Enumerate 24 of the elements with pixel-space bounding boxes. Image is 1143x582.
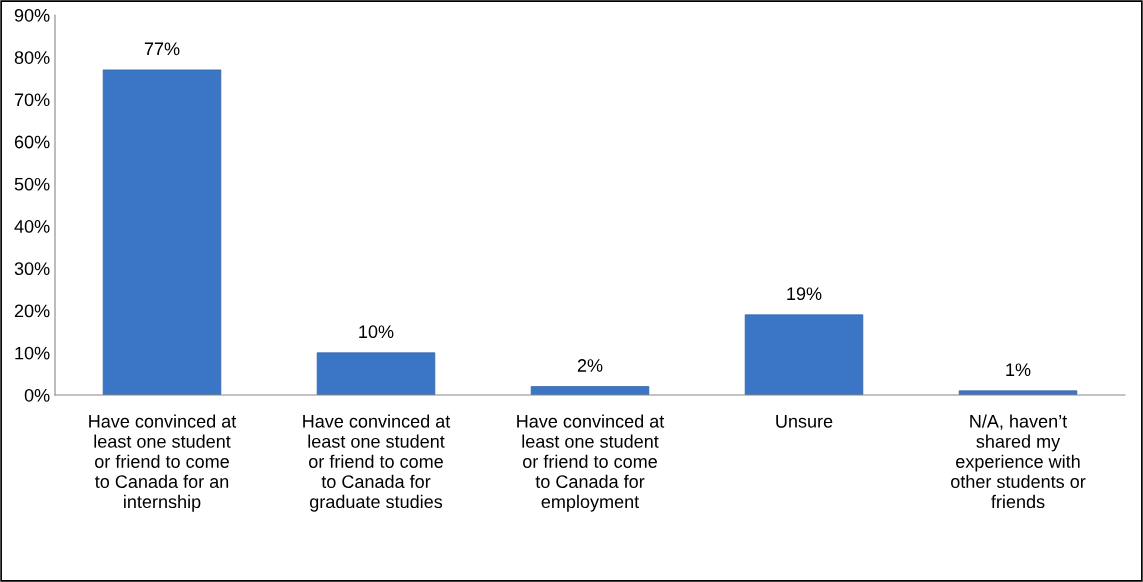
data-label: 1%	[1006, 363, 1031, 377]
data-label: 19%	[787, 287, 822, 301]
y-tick-label: 90%	[14, 8, 50, 22]
y-tick-label: 70%	[14, 93, 50, 107]
bar	[102, 69, 222, 395]
x-tick-label: Have convinced at least one student or friend to come to Canada for graduate studies	[303, 414, 451, 512]
bar	[316, 352, 436, 395]
x-tick-label: Unsure	[776, 415, 833, 428]
y-tick-label: 80%	[14, 51, 50, 64]
x-tick-label: Have convinced at least one student or friend to come to Canada for an internship	[89, 414, 237, 512]
y-tick-label: 50%	[14, 177, 50, 191]
y-tick-label: 30%	[14, 262, 50, 276]
y-tick-label: 60%	[14, 135, 50, 149]
data-label: 10%	[359, 325, 394, 339]
y-tick-label: 0%	[24, 388, 50, 402]
y-tick-label: 20%	[14, 304, 50, 318]
x-tick-label: N/A, haven’t shared my experience with other students or friends	[951, 414, 1086, 509]
y-tick-label: 10%	[15, 346, 50, 360]
bar	[744, 314, 864, 395]
x-tick-label: Have convinced at least one student or friend to come to Canada for employment	[517, 414, 665, 512]
data-label: 2%	[577, 359, 603, 372]
data-label: 77%	[144, 42, 180, 56]
y-tick-label: 40%	[14, 220, 50, 233]
bar	[530, 386, 650, 395]
